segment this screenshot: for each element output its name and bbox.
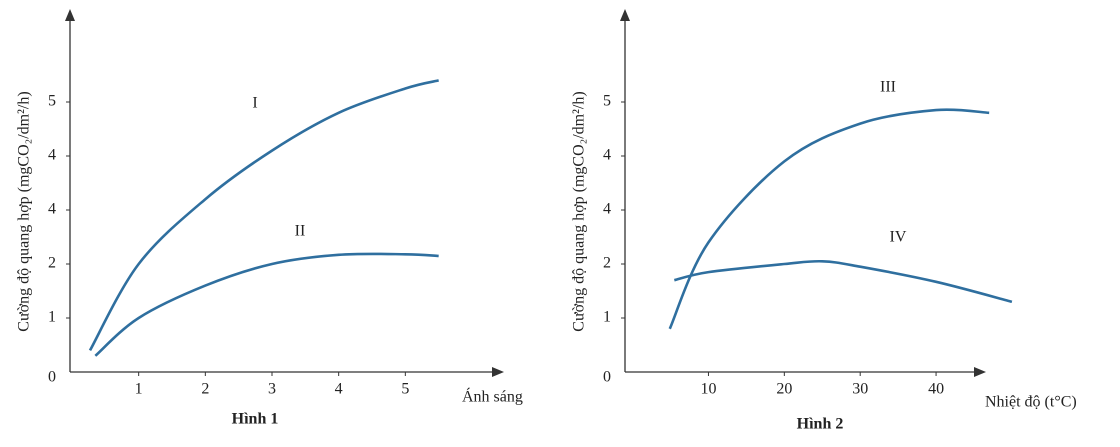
y-tick-label: 4	[603, 147, 611, 164]
x-tick-label: 1	[135, 381, 143, 398]
x-tick-label: 4	[335, 381, 343, 398]
y-tick-label: 0	[48, 369, 56, 386]
x-tick-label: 3	[268, 381, 276, 398]
x-tick-label: 30	[852, 381, 868, 398]
curve	[668, 108, 990, 330]
x-tick-label: 5	[401, 381, 409, 398]
y-tick-label: 1	[48, 309, 56, 326]
chart-title: Hình 1	[232, 411, 279, 428]
curve	[94, 252, 439, 357]
y-arrow	[65, 9, 75, 21]
y-tick-label: 0	[603, 369, 611, 386]
x-tick-label: 2	[201, 381, 209, 398]
y-tick-label: 2	[48, 255, 56, 272]
y-tick-label: 5	[603, 93, 611, 110]
x-arrow	[492, 367, 504, 377]
y-tick-label: 4	[48, 147, 56, 164]
curve	[88, 79, 439, 352]
x-tick-label: 20	[776, 381, 792, 398]
curve-label: I	[252, 95, 257, 112]
x-tick-label: 10	[700, 381, 716, 398]
x-tick-label: 40	[928, 381, 944, 398]
y-tick-label: 1	[603, 309, 611, 326]
x-axis-label: Nhiệt độ (t°C)	[985, 394, 1077, 411]
chart-title: Hình 2	[797, 416, 844, 433]
curve-label: IV	[890, 229, 907, 246]
y-tick-label: 4	[603, 201, 611, 218]
curve-label: II	[295, 223, 306, 240]
x-arrow	[974, 367, 986, 377]
curve	[673, 259, 1013, 304]
y-tick-label: 2	[603, 255, 611, 272]
x-axis-label: Ánh sáng	[462, 387, 523, 406]
y-tick-label: 5	[48, 93, 56, 110]
y-axis-label: Cường độ quang hợp (mgCO₂/dm²/h)	[571, 91, 588, 331]
y-arrow	[620, 9, 630, 21]
y-axis-label: Cường độ quang hợp (mgCO₂/dm²/h)	[16, 91, 33, 331]
curve-label: III	[880, 79, 896, 96]
y-tick-label: 4	[48, 201, 56, 218]
